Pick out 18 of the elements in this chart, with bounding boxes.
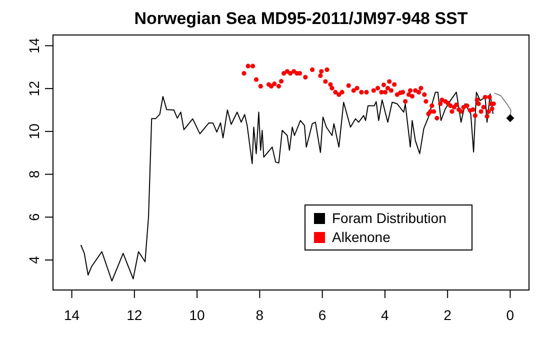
x-tick-label: 4 [381,307,390,323]
x-tick-label: 2 [444,307,452,323]
legend-label: Alkenone [332,229,391,245]
y-tick-label: 4 [26,256,42,264]
y-tick-label: 12 [26,80,42,96]
chart-title: Norwegian Sea MD95-2011/JM97-948 SST [134,9,468,28]
y-tick-label: 14 [26,38,42,54]
y-tick-label: 8 [26,170,42,178]
y-tick-label: 6 [26,213,42,222]
x-tick-label: 12 [126,307,142,323]
x-tick-label: 14 [64,307,80,323]
x-tick-label: 6 [318,307,326,323]
x-tick-label: 0 [506,307,514,323]
line-series [80,92,494,282]
legend-label: Foram Distribution [332,210,446,226]
x-tick-label: 8 [256,307,264,323]
x-tick-label: 10 [189,307,206,323]
y-tick-label: 10 [26,123,42,140]
